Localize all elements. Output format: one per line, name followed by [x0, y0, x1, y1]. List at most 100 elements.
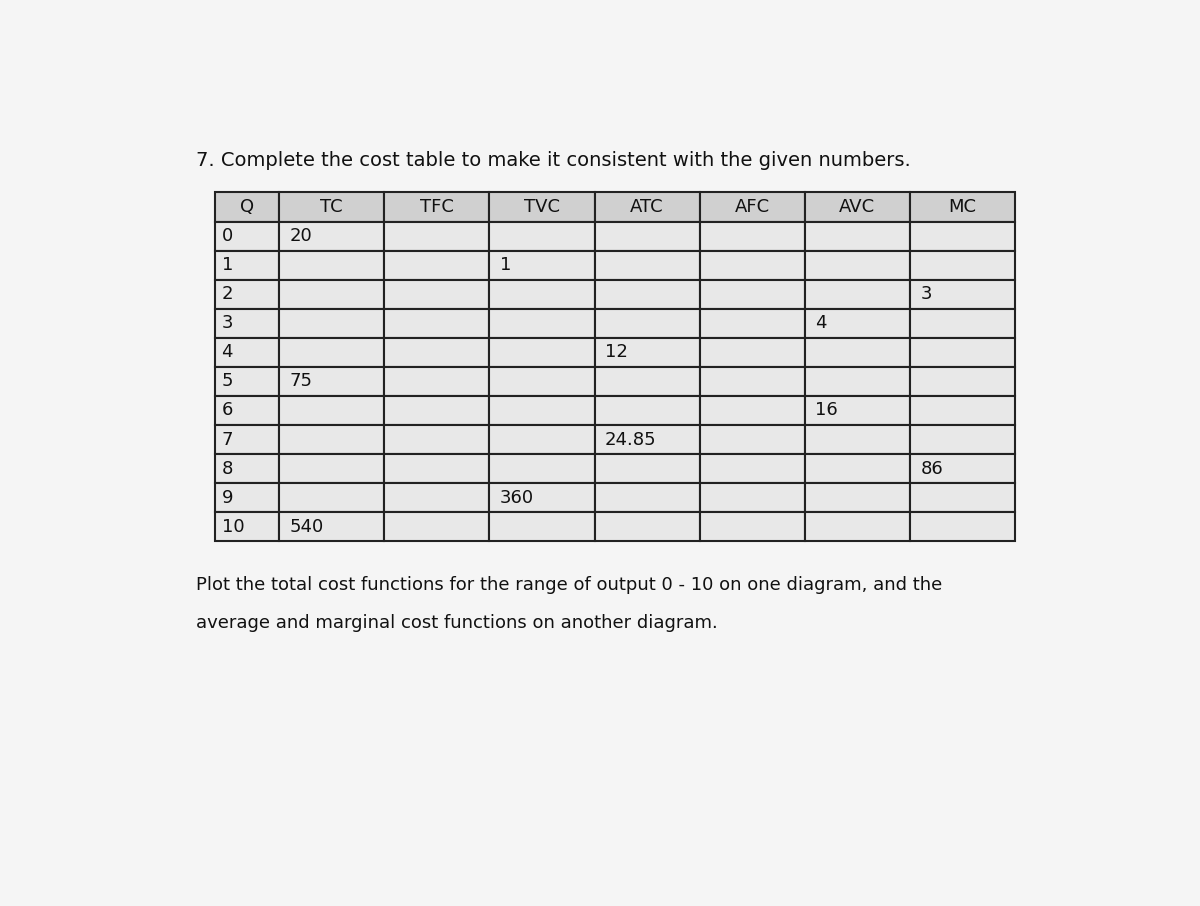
Bar [594, 309, 700, 338]
Bar [700, 483, 805, 512]
Text: 6: 6 [222, 401, 233, 419]
Bar [594, 338, 700, 367]
Bar [384, 483, 490, 512]
Bar [700, 512, 805, 541]
Bar [910, 396, 1015, 425]
Bar [280, 454, 384, 483]
Bar [594, 425, 700, 454]
Bar [384, 309, 490, 338]
Bar [215, 251, 280, 280]
Text: TVC: TVC [524, 198, 560, 216]
Bar [910, 425, 1015, 454]
Text: 75: 75 [289, 372, 313, 390]
Bar [805, 309, 910, 338]
Bar [910, 512, 1015, 541]
Bar [280, 309, 384, 338]
Text: Q: Q [240, 198, 254, 216]
Text: 2: 2 [222, 285, 233, 304]
Bar [215, 483, 280, 512]
Bar [805, 221, 910, 251]
Text: AVC: AVC [839, 198, 875, 216]
Bar [280, 483, 384, 512]
Bar [490, 280, 594, 309]
Bar [215, 309, 280, 338]
Bar [910, 221, 1015, 251]
Bar [700, 251, 805, 280]
Text: average and marginal cost functions on another diagram.: average and marginal cost functions on a… [197, 614, 719, 632]
Bar [490, 221, 594, 251]
Text: 5: 5 [222, 372, 233, 390]
Text: AFC: AFC [734, 198, 769, 216]
Text: 86: 86 [920, 459, 943, 477]
Text: TC: TC [320, 198, 343, 216]
Text: 540: 540 [289, 517, 324, 535]
Bar [805, 396, 910, 425]
Bar [490, 483, 594, 512]
Bar [215, 512, 280, 541]
Bar [700, 309, 805, 338]
Bar [384, 251, 490, 280]
Bar [594, 454, 700, 483]
Bar [805, 338, 910, 367]
Bar [490, 396, 594, 425]
Bar [805, 280, 910, 309]
Bar [805, 454, 910, 483]
Bar [910, 192, 1015, 221]
Text: 24.85: 24.85 [605, 430, 656, 448]
Text: 1: 1 [500, 256, 511, 275]
Text: TFC: TFC [420, 198, 454, 216]
Text: 7. Complete the cost table to make it consistent with the given numbers.: 7. Complete the cost table to make it co… [197, 150, 911, 169]
Text: 10: 10 [222, 517, 244, 535]
Bar [215, 396, 280, 425]
Bar [280, 396, 384, 425]
Bar [384, 192, 490, 221]
Bar [805, 512, 910, 541]
Bar [490, 512, 594, 541]
Bar [280, 221, 384, 251]
Bar [805, 251, 910, 280]
Bar [215, 454, 280, 483]
Text: 3: 3 [222, 314, 233, 333]
Bar [594, 512, 700, 541]
Text: 12: 12 [605, 343, 628, 361]
Bar [594, 251, 700, 280]
Bar [215, 367, 280, 396]
Bar [700, 280, 805, 309]
Bar [215, 338, 280, 367]
Text: 0: 0 [222, 227, 233, 245]
Bar [910, 367, 1015, 396]
Bar [910, 280, 1015, 309]
Text: 4: 4 [222, 343, 233, 361]
Bar [910, 338, 1015, 367]
Bar [805, 367, 910, 396]
Bar [280, 512, 384, 541]
Bar [490, 425, 594, 454]
Bar [490, 192, 594, 221]
Bar [700, 192, 805, 221]
Text: 20: 20 [289, 227, 312, 245]
Text: 4: 4 [815, 314, 827, 333]
Bar [490, 251, 594, 280]
Bar [805, 483, 910, 512]
Bar [700, 338, 805, 367]
Bar [910, 483, 1015, 512]
Bar [594, 221, 700, 251]
Text: MC: MC [948, 198, 977, 216]
Bar [700, 454, 805, 483]
Bar [280, 425, 384, 454]
Bar [805, 425, 910, 454]
Bar [594, 192, 700, 221]
Bar [490, 338, 594, 367]
Bar [280, 338, 384, 367]
Text: 7: 7 [222, 430, 233, 448]
Bar [384, 338, 490, 367]
Bar [280, 280, 384, 309]
Bar [280, 367, 384, 396]
Bar [910, 454, 1015, 483]
Text: 9: 9 [222, 488, 233, 506]
Bar [700, 221, 805, 251]
Bar [700, 367, 805, 396]
Bar [384, 221, 490, 251]
Text: 3: 3 [920, 285, 932, 304]
Bar [594, 280, 700, 309]
